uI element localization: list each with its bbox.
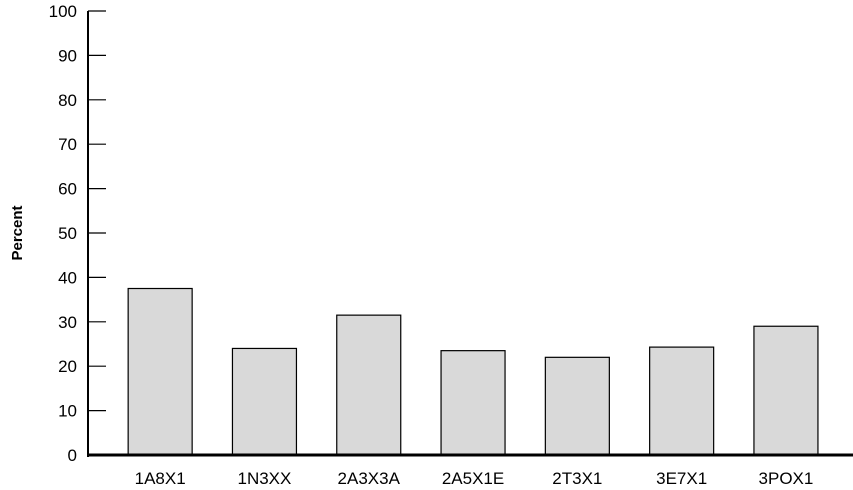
bar-1n3xx — [231, 347, 298, 456]
bars — [127, 287, 819, 456]
x-axis-tick-labels: 1A8X1 1N3XX 2A3X3A 2A5X1E 2T3X1 3E7X1 3POX1 — [135, 469, 814, 488]
y-tick-label: 80 — [58, 91, 77, 110]
y-tick-label: 70 — [58, 135, 77, 154]
y-tick-label: 100 — [49, 2, 77, 21]
x-tick-label: 2T3X1 — [552, 469, 602, 488]
x-tick-label: 1N3XX — [238, 469, 292, 488]
x-tick-label: 3POX1 — [759, 469, 814, 488]
y-tick-label: 40 — [58, 268, 77, 287]
y-tick-label: 0 — [68, 446, 77, 465]
x-tick-label: 2A5X1E — [442, 469, 504, 488]
y-tick-label: 50 — [58, 224, 77, 243]
y-axis-title: Percent — [9, 205, 26, 260]
y-tick-label: 60 — [58, 180, 77, 199]
x-tick-label: 2A3X3A — [338, 469, 401, 488]
x-tick-label: 1A8X1 — [135, 469, 186, 488]
bar-1a8x1 — [127, 287, 193, 456]
y-axis-ticks: 0 10 20 30 40 50 60 70 80 90 100 — [49, 2, 106, 465]
bar-2a5x1e — [440, 350, 506, 456]
y-tick-label: 10 — [58, 402, 77, 421]
y-tick-label: 20 — [58, 357, 77, 376]
bar-3pox1 — [753, 325, 819, 456]
bar-2a3x3a — [336, 314, 402, 456]
x-tick-label: 3E7X1 — [656, 469, 707, 488]
bar-2t3x1 — [544, 356, 610, 456]
bar-3e7x1 — [649, 346, 715, 456]
y-tick-label: 90 — [58, 46, 77, 65]
y-tick-label: 30 — [58, 313, 77, 332]
